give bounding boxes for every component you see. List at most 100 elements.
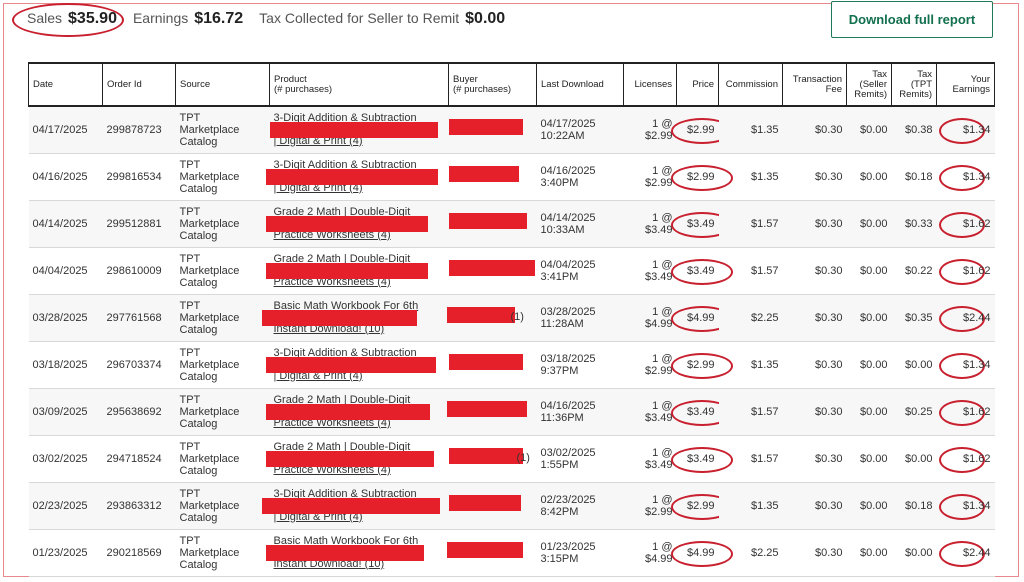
cell-source: TPT Marketplace Catalog: [175, 153, 270, 201]
cell-source: TPT Marketplace Catalog: [175, 529, 270, 577]
cell-licenses: 1 @ $3.49: [623, 388, 677, 436]
col-header-order-id[interactable]: Order Id: [102, 62, 176, 107]
cell-last-download: 04/14/2025 10:33AM: [536, 200, 624, 248]
col-header-your-earnings[interactable]: Your Earnings: [936, 62, 995, 107]
product-link[interactable]: 3-Digit Addition & Subtraction | Digital…: [273, 346, 417, 382]
cell-order-id: 299878723: [102, 106, 176, 154]
cell-tax-seller: $0.00: [846, 482, 892, 530]
cell-transaction-fee: $0.30: [782, 247, 847, 295]
cell-commission: $2.25: [718, 529, 783, 577]
table-row[interactable]: 04/04/2025 298610009 TPT Marketplace Catalog…: [28, 247, 995, 295]
redaction-bar: [448, 213, 527, 229]
col-header-licenses[interactable]: Licenses: [623, 62, 677, 107]
col-header-tax-tpt-remits[interactable]: Tax (TPT Remits): [891, 62, 937, 107]
cell-product: Grade 2 Math | Double-Digit Practice Wor…: [265, 247, 449, 295]
cell-licenses: 1 @ $2.99: [623, 153, 677, 201]
cell-commission: $1.57: [718, 435, 783, 483]
cell-price: $2.99: [670, 482, 733, 530]
cell-price: $2.99: [670, 341, 733, 389]
col-header-tax-seller-remits[interactable]: Tax (Seller Remits): [846, 62, 892, 107]
cell-date: 04/14/2025: [28, 200, 103, 248]
tax-collected-label: Tax Collected for Seller to Remit: [259, 10, 460, 26]
product-link[interactable]: Grade 2 Math | Double-Digit Practice Wor…: [273, 440, 411, 476]
table-row[interactable]: 03/02/2025 294718524 TPT Marketplace Catalog…: [28, 435, 995, 483]
cell-order-id: 294718524: [102, 435, 176, 483]
cell-product: 3-Digit Addition & Subtraction | Digital…: [269, 106, 449, 154]
cell-source: TPT Marketplace Catalog: [175, 106, 270, 154]
cell-your-earnings: $1.62: [936, 200, 995, 248]
cell-buyer: (1): [448, 435, 537, 483]
redaction-bar: [265, 404, 430, 420]
redaction-bar: [446, 401, 527, 417]
product-link[interactable]: Grade 2 Math | Double-Digit Practice Wor…: [273, 252, 411, 288]
cell-source: TPT Marketplace Catalog: [175, 482, 270, 530]
cell-source: TPT Marketplace Catalog: [175, 341, 270, 389]
cell-tax-tpt: $0.33: [891, 200, 937, 248]
cell-buyer: (1): [446, 294, 537, 342]
redaction-bar: [448, 448, 523, 464]
cell-licenses: 1 @ $4.99: [623, 529, 677, 577]
cell-tax-seller: $0.00: [846, 388, 892, 436]
redaction-bar: [265, 216, 428, 232]
table-row[interactable]: 01/23/2025 290218569 TPT Marketplace Catalog…: [28, 529, 995, 577]
cell-commission: $1.35: [718, 341, 783, 389]
cell-transaction-fee: $0.30: [782, 200, 847, 248]
table-row[interactable]: 03/18/2025 296703374 TPT Marketplace Catalog…: [28, 341, 995, 389]
cell-transaction-fee: $0.30: [782, 153, 847, 201]
cell-tax-seller: $0.00: [846, 247, 892, 295]
redaction-bar: [261, 310, 417, 326]
col-header-transaction-fee[interactable]: Transaction Fee: [782, 62, 847, 107]
product-link[interactable]: Grade 2 Math | Double-Digit Practice Wor…: [273, 393, 411, 429]
redaction-bar: [265, 451, 434, 467]
cell-source: TPT Marketplace Catalog: [175, 294, 270, 342]
cell-order-id: 299512881: [102, 200, 176, 248]
cell-tax-tpt: $0.00: [891, 341, 937, 389]
cell-order-id: 298610009: [102, 247, 176, 295]
cell-date: 03/09/2025: [28, 388, 103, 436]
cell-order-id: 299816534: [102, 153, 176, 201]
table-row[interactable]: 04/17/2025 299878723 TPT Marketplace Catalog…: [28, 106, 995, 154]
cell-tax-seller: $0.00: [846, 153, 892, 201]
redaction-bar: [448, 119, 523, 135]
cell-commission: $1.35: [718, 482, 783, 530]
product-link[interactable]: 3-Digit Addition & Subtraction | Digital…: [273, 111, 417, 147]
cell-buyer: [446, 388, 537, 436]
col-header-source[interactable]: Source: [175, 62, 270, 107]
product-link[interactable]: Basic Math Workbook For 6th Instant Down…: [273, 299, 419, 335]
product-link[interactable]: Basic Math Workbook For 6th Instant Down…: [273, 534, 419, 570]
cell-your-earnings: $2.44: [936, 529, 995, 577]
cell-product: Grade 2 Math | Double-Digit Practice Wor…: [265, 200, 449, 248]
product-link[interactable]: 3-Digit Addition & Subtraction | Digital…: [273, 158, 417, 194]
redaction-bar: [446, 542, 523, 558]
cell-licenses: 1 @ $3.49: [623, 435, 677, 483]
redaction-bar: [446, 307, 515, 323]
cell-tax-seller: $0.00: [846, 435, 892, 483]
sales-annotation-circle: [12, 3, 124, 37]
col-header-buyer[interactable]: Buyer (# purchases): [448, 62, 537, 107]
col-header-product[interactable]: Product (# purchases): [269, 62, 449, 107]
cell-tax-seller: $0.00: [846, 200, 892, 248]
table-row[interactable]: 04/14/2025 299512881 TPT Marketplace Catalog…: [28, 200, 995, 248]
col-header-price[interactable]: Price: [676, 62, 719, 107]
cell-licenses: 1 @ $4.99: [623, 294, 677, 342]
cell-date: 04/17/2025: [28, 106, 103, 154]
cell-buyer: [448, 153, 537, 201]
table-row[interactable]: 04/16/2025 299816534 TPT Marketplace Catalog…: [28, 153, 995, 201]
cell-date: 01/23/2025: [28, 529, 103, 577]
product-link[interactable]: Grade 2 Math | Double-Digit Practice Wor…: [273, 205, 411, 241]
product-link[interactable]: 3-Digit Addition & Subtraction | Digital…: [273, 487, 417, 523]
table-row[interactable]: 03/28/2025 297761568 TPT Marketplace Catalog…: [28, 294, 995, 342]
cell-tax-tpt: $0.18: [891, 153, 937, 201]
cell-your-earnings: $1.34: [936, 341, 995, 389]
col-header-date[interactable]: Date: [28, 62, 103, 107]
cell-tax-tpt: $0.18: [891, 482, 937, 530]
col-header-commission[interactable]: Commission: [718, 62, 783, 107]
table-row[interactable]: 02/23/2025 293863312 TPT Marketplace Catalog…: [28, 482, 995, 530]
cell-transaction-fee: $0.30: [782, 388, 847, 436]
download-full-report-button[interactable]: Download full report: [831, 1, 993, 38]
redaction-bar: [265, 263, 428, 279]
redaction-bar: [265, 357, 436, 373]
col-header-last-download[interactable]: Last Download: [536, 62, 624, 107]
cell-source: TPT Marketplace Catalog: [175, 200, 270, 248]
table-row[interactable]: 03/09/2025 295638692 TPT Marketplace Catalog…: [28, 388, 995, 436]
